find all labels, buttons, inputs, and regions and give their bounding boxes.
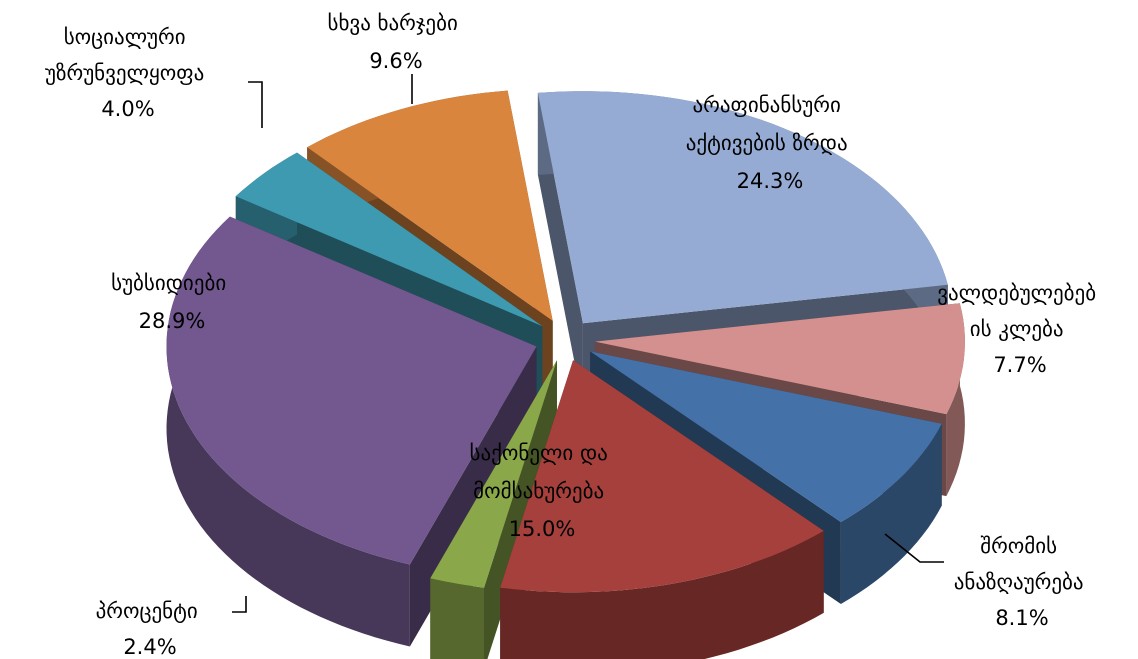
slice-rim-subsidies — [166, 216, 410, 647]
pie-slices — [166, 90, 965, 659]
leader-line-social — [248, 81, 263, 128]
slice-rim-goods — [500, 530, 824, 659]
slice-top-goods — [500, 360, 824, 593]
slice-label-nonfinancial: არაფინანსური აქტივების ზრდა 24.3% — [686, 93, 855, 193]
slice-labels: არაფინანსური აქტივების ზრდა 24.3% ვალდებ… — [45, 11, 1103, 659]
slice-label-liabilities: ვალდებულებებ ის კლება 7.7% — [937, 281, 1103, 377]
slice-top-nonfinancial — [537, 91, 948, 324]
slice-label-social: სოციალური უზრუნველყოფა 4.0% — [45, 25, 211, 121]
slice-top-interest — [430, 360, 557, 588]
slice-label-other: სხვა ხარჯები 9.6% — [327, 11, 464, 73]
slice-rim-labor — [840, 423, 942, 604]
slice-top-liabilities — [594, 303, 965, 415]
slice-rim-interest — [430, 578, 484, 659]
slice-top-other — [307, 90, 553, 321]
leader-line-interest — [232, 596, 247, 613]
slice-label-subsidies: სუბსიდიები 28.9% — [111, 271, 233, 333]
slice-top-social — [235, 152, 543, 327]
slice-label-interest: პროცენტი 2.4% — [96, 599, 205, 659]
slice-top-labor — [590, 351, 942, 522]
slice-label-labor: შრომის ანაზღაურება 8.1% — [954, 534, 1091, 630]
leader-line-labor — [884, 533, 944, 563]
slice-label-goods: საქონელი და მომსახურება 15.0% — [470, 441, 615, 541]
slice-top-subsidies — [166, 216, 537, 565]
leader-lines — [232, 74, 944, 613]
pie-slice-goods — [500, 360, 824, 659]
